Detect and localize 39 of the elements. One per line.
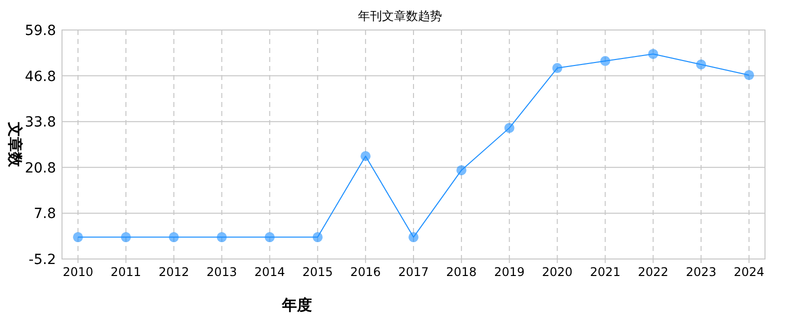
x-tick-label: 2022: [638, 265, 668, 279]
x-tick-label: 2021: [590, 265, 620, 279]
point: [168, 232, 179, 242]
point: [504, 122, 514, 133]
point: [648, 48, 658, 59]
y-tick-label: 20.8: [24, 160, 56, 176]
y-tick-label: 46.8: [24, 68, 56, 85]
x-tick-label: 2019: [494, 265, 525, 279]
x-tick-label: 2010: [62, 265, 94, 279]
point: [312, 232, 323, 242]
x-tick-label: 2017: [398, 265, 429, 279]
point: [408, 232, 418, 242]
x-axis-title: 年度: [281, 296, 312, 314]
x-tick-label: 2020: [542, 265, 573, 279]
y-tick-label: 33.8: [24, 114, 56, 131]
x-tick-label: 2014: [254, 265, 285, 279]
chart-title: 年刊文章数趋势: [358, 9, 442, 23]
x-tick-label: 2012: [158, 265, 190, 279]
x-tick-label: 2013: [206, 265, 238, 279]
y-tick-label: 7.8: [34, 206, 56, 222]
x-tick-label: 2011: [110, 265, 142, 279]
y-tick-label: -5.2: [28, 252, 56, 268]
point: [744, 70, 754, 80]
x-tick-label: 2016: [350, 265, 381, 279]
y-tick-label: 59.8: [24, 23, 56, 39]
x-tick-label: 2023: [686, 265, 716, 279]
point: [600, 56, 610, 66]
point: [552, 63, 562, 74]
point: [72, 232, 83, 242]
point: [456, 165, 466, 176]
x-tick-label: 2024: [734, 265, 764, 279]
point: [216, 232, 227, 242]
point: [264, 232, 275, 242]
x-tick-label: 2015: [302, 265, 333, 279]
point: [120, 232, 131, 242]
y-axis-title: 文章数: [6, 121, 24, 168]
x-tick-label: 2018: [446, 265, 477, 279]
point: [360, 151, 371, 162]
point: [696, 60, 706, 70]
